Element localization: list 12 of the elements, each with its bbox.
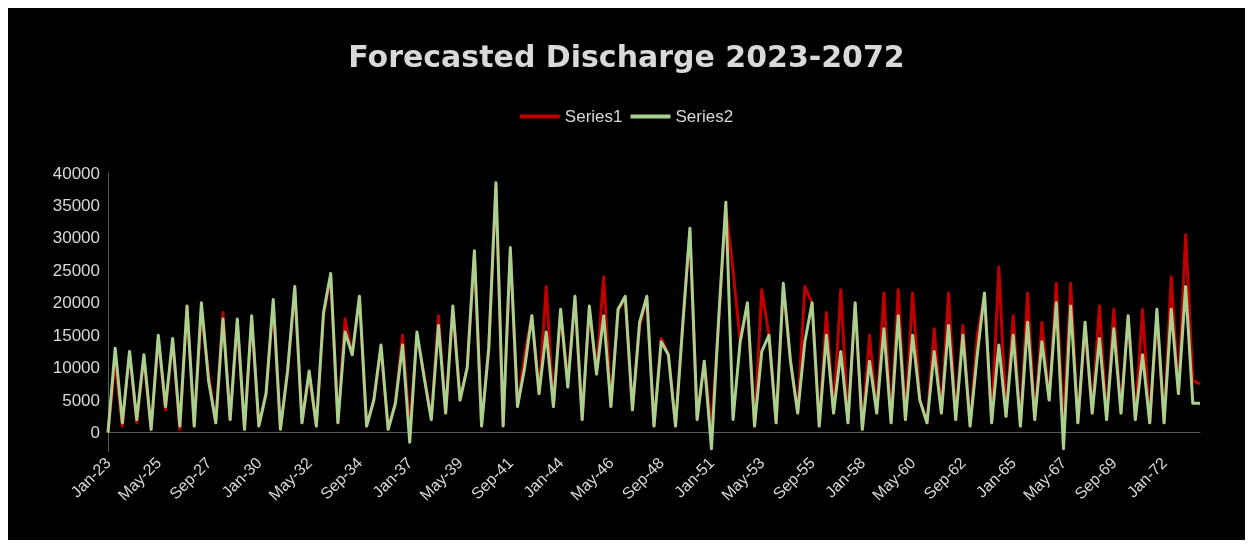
y-tick-label: 20000 [52, 293, 100, 313]
y-tick-label: 35000 [52, 195, 100, 215]
y-tick-label: 25000 [52, 260, 100, 280]
y-tick-label: 10000 [52, 358, 100, 378]
legend-label: Series1 [564, 107, 623, 126]
y-tick-label: 0 [90, 423, 100, 443]
y-tick-label: 40000 [52, 163, 100, 183]
chart-title: Forecasted Discharge 2023-2072 [348, 38, 905, 74]
y-tick-label: 5000 [62, 390, 100, 410]
legend-label: Series2 [675, 107, 734, 126]
y-tick-label: 15000 [52, 325, 100, 345]
y-tick-label: 30000 [52, 228, 100, 248]
